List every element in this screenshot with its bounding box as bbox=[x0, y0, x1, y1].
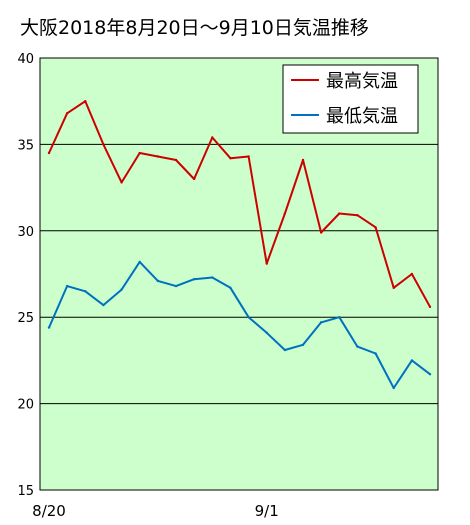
data-point-min bbox=[410, 359, 414, 362]
data-point-min bbox=[428, 373, 432, 376]
data-point-min bbox=[211, 276, 214, 279]
data-point-max bbox=[428, 305, 432, 309]
data-point-max bbox=[392, 286, 395, 290]
data-point-min bbox=[174, 284, 178, 288]
data-point-max bbox=[138, 151, 141, 155]
data-point-min bbox=[374, 352, 377, 355]
data-point-min bbox=[301, 343, 305, 347]
data-point-max bbox=[120, 181, 123, 184]
data-point-min bbox=[265, 331, 268, 334]
data-point-max bbox=[47, 151, 51, 155]
data-point-min bbox=[102, 303, 105, 307]
data-point-min bbox=[392, 386, 395, 390]
data-point-max bbox=[211, 136, 214, 139]
data-point-min bbox=[338, 316, 341, 319]
series-line-max-temp bbox=[48, 100, 431, 308]
y-axis-ticks: 15 20 25 30 35 40 bbox=[17, 52, 34, 499]
y-tick-label: 25 bbox=[17, 311, 34, 326]
chart-title: 大阪2018年8月20日～9月10日気温推移 bbox=[20, 17, 369, 39]
y-tick-label: 40 bbox=[17, 52, 34, 67]
grid-lines bbox=[40, 143, 438, 405]
data-point-min bbox=[356, 345, 359, 348]
x-tick-label: 8/20 bbox=[32, 502, 66, 520]
data-point-min bbox=[47, 326, 51, 329]
legend: 最高気温 最低気温 bbox=[282, 64, 419, 134]
data-point-min bbox=[283, 348, 287, 352]
data-point-min bbox=[120, 288, 123, 291]
y-tick-label: 20 bbox=[17, 398, 34, 413]
y-tick-label: 35 bbox=[17, 138, 34, 153]
x-axis-ticks: 8/20 9/1 bbox=[32, 502, 279, 520]
data-point-max bbox=[265, 262, 268, 265]
data-point-min bbox=[319, 321, 323, 324]
data-point-max bbox=[156, 155, 160, 158]
data-point-max bbox=[229, 157, 232, 160]
data-point-max bbox=[338, 212, 341, 215]
data-point-max bbox=[102, 143, 105, 146]
data-point-min bbox=[138, 260, 141, 264]
data-point-max bbox=[374, 226, 377, 229]
series-lines bbox=[47, 100, 432, 390]
data-point-max bbox=[301, 158, 305, 162]
data-point-min bbox=[84, 290, 87, 293]
series-line-min-temp bbox=[48, 260, 431, 389]
data-point-max bbox=[192, 177, 196, 181]
data-point-min bbox=[229, 286, 232, 290]
data-point-max bbox=[319, 231, 323, 234]
data-point-min bbox=[192, 277, 196, 281]
legend-label-max: 最高気温 bbox=[326, 71, 398, 92]
data-point-max bbox=[247, 155, 250, 158]
data-point-max bbox=[283, 212, 287, 215]
legend-label-min: 最低気温 bbox=[326, 106, 398, 127]
legend-box bbox=[282, 64, 419, 134]
data-point-max bbox=[356, 214, 359, 217]
y-tick-label: 15 bbox=[17, 484, 34, 499]
data-point-max bbox=[174, 158, 178, 162]
x-tick-label: 9/1 bbox=[255, 502, 279, 520]
data-point-min bbox=[156, 279, 160, 283]
data-point-max bbox=[410, 272, 414, 276]
data-point-min bbox=[247, 316, 250, 319]
data-point-max bbox=[84, 100, 87, 103]
data-point-min bbox=[65, 284, 69, 288]
y-tick-label: 30 bbox=[17, 225, 34, 240]
data-point-max bbox=[65, 112, 69, 115]
